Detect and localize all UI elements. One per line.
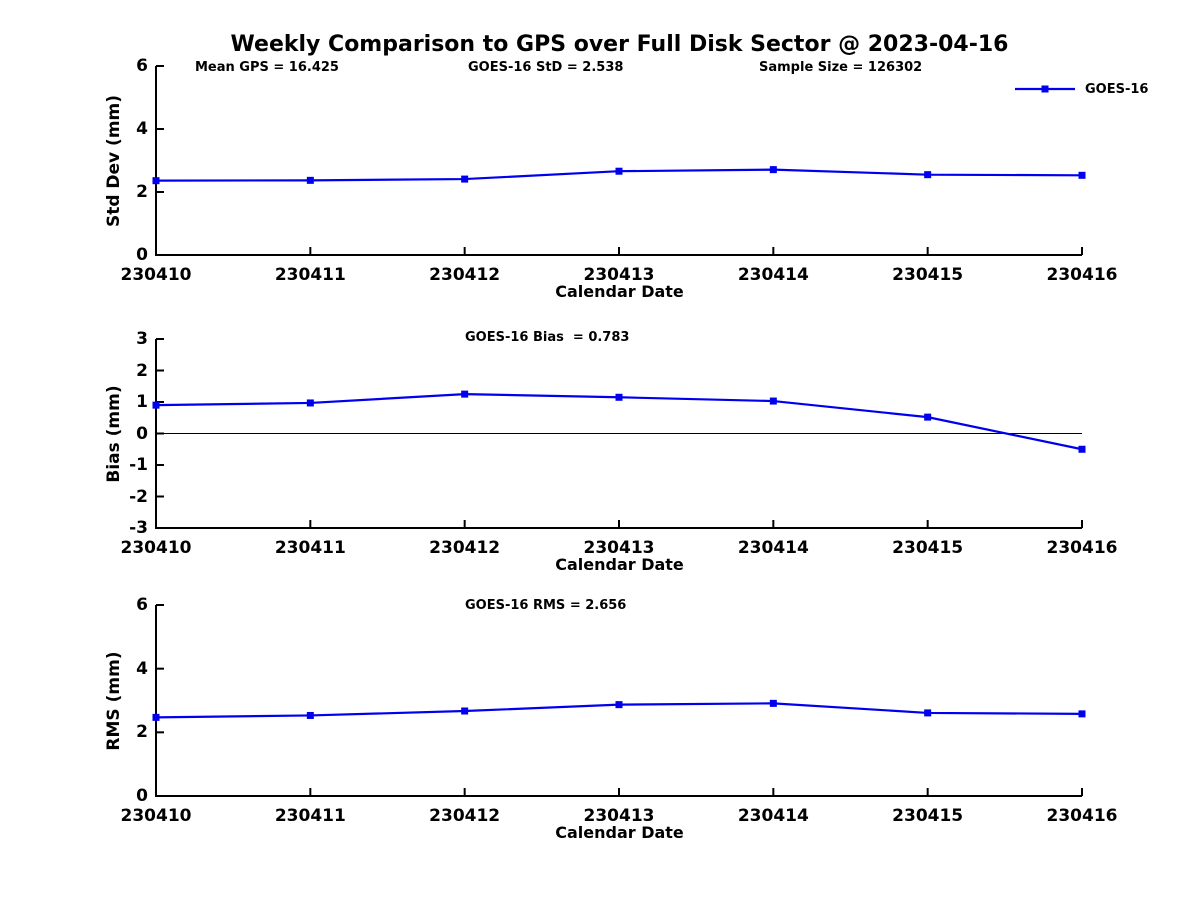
rms-data-point [152, 713, 160, 721]
bias-data-point [1078, 445, 1086, 453]
std-dev-x-tick-label: 230415 [892, 265, 964, 285]
rms-x-tick-label: 230415 [892, 806, 964, 826]
rms-plot [152, 604, 1086, 797]
std-dev-data-point [1078, 171, 1086, 179]
std-dev-x-tick-label: 230412 [429, 265, 501, 285]
bias-y-tick-label: -3 [129, 518, 148, 538]
bias-data-point [924, 413, 932, 421]
bias-x-tick-label: 230410 [120, 538, 192, 558]
bias-x-tick-label: 230415 [892, 538, 964, 558]
std-dev-data-point [924, 171, 932, 179]
xlabel-std-dev: Calendar Date [555, 282, 684, 301]
rms-y-tick-label: 0 [136, 786, 148, 806]
std-dev-data-point [615, 167, 623, 175]
bias-y-tick-label: 3 [136, 329, 148, 349]
legend: GOES-16 [1014, 81, 1148, 97]
bias-y-tick-label: 1 [136, 392, 148, 412]
bias-series-line [155, 393, 1083, 451]
rms-x-tick-label: 230411 [274, 806, 346, 826]
bias-y-tick-label: -2 [129, 486, 148, 507]
ylabel-bias: Bias (mm) [104, 384, 124, 483]
legend-label: GOES-16 [1085, 81, 1149, 97]
rms-data-point [924, 709, 932, 717]
bias-x-tick-label: 230411 [274, 538, 346, 558]
bias-data-point [306, 399, 314, 407]
rms-x-tick-label: 230414 [737, 806, 809, 826]
bias-y-tick-label: -1 [129, 455, 148, 475]
rms-y-tick-label: 4 [136, 658, 148, 679]
rms-data-point [461, 707, 469, 715]
rms-x-tick-label: 230416 [1046, 806, 1118, 826]
std-dev-x-tick-label: 230413 [583, 265, 655, 285]
figure-title: Weekly Comparison to GPS over Full Disk … [230, 32, 1009, 57]
bias-data-point [615, 393, 623, 401]
std-dev-data-point [152, 177, 160, 185]
rms-x-tick-label: 230412 [429, 806, 501, 826]
std-dev-y-tick-label: 0 [136, 245, 148, 265]
rms-y-tick-label: 6 [136, 595, 148, 615]
bias-data-point [152, 401, 160, 409]
std-dev-x-tick-label: 230411 [274, 265, 346, 285]
bias-x-tick-label: 230414 [737, 538, 809, 558]
xlabel-rms: Calendar Date [555, 823, 684, 842]
std-dev-x-tick-label: 230410 [120, 265, 192, 285]
ylabel-rms: RMS (mm) [104, 650, 124, 751]
bias-y-tick-label: 2 [136, 360, 148, 381]
rms-data-point [306, 711, 314, 719]
std-dev-x-tick-label: 230414 [737, 265, 809, 285]
std-dev-y-tick-label: 4 [136, 119, 148, 139]
stat-goes16-std: GOES-16 StD = 2.538 [468, 60, 624, 75]
rms-x-tick-label: 230413 [583, 806, 655, 826]
legend-marker [1041, 85, 1049, 93]
std-dev-y-tick-label: 6 [136, 56, 148, 76]
std-dev-y-tick-label: 2 [136, 182, 148, 202]
std-dev-data-point [461, 175, 469, 183]
rms-data-point [769, 699, 777, 707]
std-dev-data-point [769, 166, 777, 174]
bias-data-point [461, 390, 469, 398]
legend-line-sample [1015, 85, 1075, 93]
bias-x-tick-label: 230416 [1046, 538, 1118, 558]
stat-goes16-bias: GOES-16 Bias = 0.783 [465, 330, 630, 345]
bias-plot [152, 338, 1086, 529]
stat-mean-gps: Mean GPS = 16.425 [195, 60, 339, 75]
bias-data-point [769, 397, 777, 405]
rms-y-tick-label: 2 [136, 722, 148, 743]
std-dev-data-point [306, 176, 314, 184]
stat-goes16-rms: GOES-16 RMS = 2.656 [465, 598, 627, 613]
rms-data-point [1078, 710, 1086, 718]
stat-sample-size: Sample Size = 126302 [759, 60, 923, 75]
rms-data-point [615, 701, 623, 709]
rms-x-tick-label: 230410 [120, 806, 192, 826]
std-dev-plot [152, 65, 1086, 256]
std-dev-x-tick-label: 230416 [1046, 265, 1118, 285]
axis-border [155, 605, 1082, 797]
bias-x-tick-label: 230412 [429, 538, 501, 558]
bias-y-tick-label: 0 [136, 423, 148, 444]
ylabel-std-dev: Std Dev (mm) [104, 94, 124, 227]
bias-x-tick-label: 230413 [583, 538, 655, 558]
xlabel-bias: Calendar Date [555, 555, 684, 574]
axis-border [155, 66, 1082, 256]
